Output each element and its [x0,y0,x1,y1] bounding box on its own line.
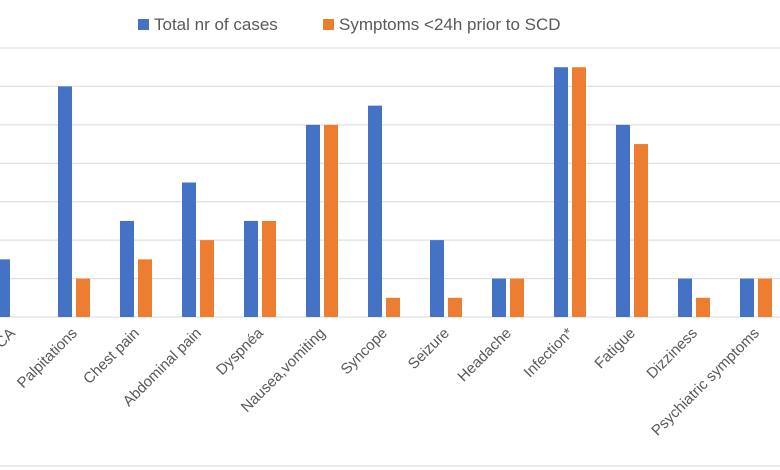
x-tick-label: Syncope [338,325,391,378]
bar [554,67,568,317]
legend-swatch [323,19,334,30]
legend-label: Total nr of cases [154,15,278,34]
bar [368,105,382,318]
bar [182,182,196,317]
bar [572,67,586,317]
bar [306,124,320,317]
x-tick-label: Dyspnéa [213,324,267,378]
bar [58,86,72,317]
bar [448,297,462,317]
x-tick-label: Infection* [521,325,577,381]
x-tick-label: Seizure [405,325,453,373]
bar [386,297,400,317]
bar [510,278,524,317]
bar [0,259,10,317]
bar [430,240,444,317]
legend-swatch [138,19,149,30]
x-tick-label: Fatigue [591,325,638,372]
bar [324,124,338,317]
x-tick-label: Chest pain [80,325,143,388]
bar [138,259,152,317]
x-tick-label: Dizziness [643,325,700,382]
x-tick-label: Psychiatric symptoms [648,325,763,440]
bar [244,220,258,317]
bar [696,297,710,317]
bar [740,278,754,317]
bar [120,220,134,317]
legend-label: Symptoms <24h prior to SCD [339,15,561,34]
bar [262,220,276,317]
x-tick-label: CA [0,325,19,352]
x-tick-label: Headache [454,325,514,385]
bar [634,144,648,317]
bar [200,240,214,317]
bar [616,124,630,317]
bar [492,278,506,317]
bar [678,278,692,317]
x-tick-label: Palpitations [14,325,81,392]
bar [758,278,772,317]
bar [76,278,90,317]
